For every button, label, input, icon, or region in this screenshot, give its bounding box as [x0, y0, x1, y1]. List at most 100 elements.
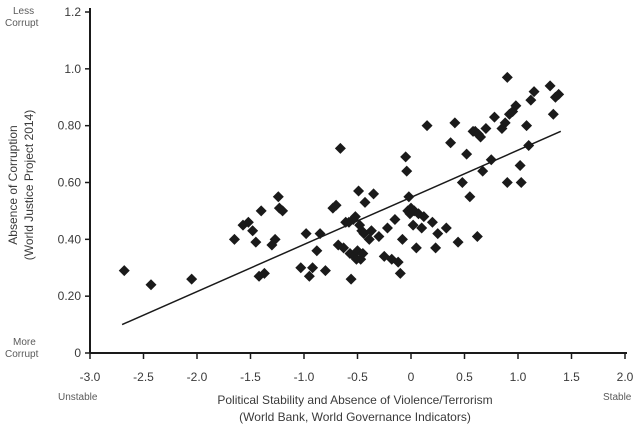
data-point	[544, 80, 556, 92]
data-point	[357, 248, 369, 260]
y-tick-label: 1.2	[64, 5, 81, 19]
data-point	[269, 233, 281, 245]
data-point	[373, 230, 385, 242]
data-point	[480, 123, 492, 135]
data-point	[475, 131, 487, 143]
data-point	[228, 233, 240, 245]
data-point	[400, 151, 412, 163]
data-point	[410, 242, 422, 254]
data-point	[553, 88, 565, 100]
y-tick-label: 0.20	[58, 289, 82, 303]
data-point	[396, 233, 408, 245]
y-tick-label: 0.60	[58, 176, 82, 190]
data-point	[416, 222, 428, 234]
data-point	[499, 117, 511, 129]
y-tick-label: 1.0	[64, 62, 81, 76]
data-point	[359, 196, 371, 208]
data-point	[392, 256, 404, 268]
data-point	[145, 279, 157, 291]
data-point	[407, 219, 419, 231]
data-point	[547, 108, 559, 120]
x-left-annotation: Unstable	[58, 392, 98, 403]
x-tick-label: -3.0	[80, 370, 101, 384]
y-top-annotation-line1: Less	[13, 6, 34, 17]
axes	[89, 8, 627, 354]
data-point	[118, 265, 130, 277]
data-point	[330, 199, 342, 211]
y-axis-title-line2: (World Justice Project 2014)	[22, 110, 36, 261]
y-axis-title-line1: Absence of Corruption	[6, 125, 20, 244]
data-point	[186, 273, 198, 285]
x-axis-title-line1: Political Stability and Absence of Viole…	[217, 393, 492, 407]
x-tick-label: -1.0	[294, 370, 315, 384]
data-point	[338, 242, 350, 254]
data-point	[523, 140, 535, 152]
data-point	[515, 177, 527, 188]
data-point	[300, 228, 312, 240]
x-tick-label: 1.5	[563, 370, 580, 384]
data-point	[403, 191, 415, 203]
y-bottom-annotation-line1: More	[13, 337, 36, 348]
x-axis-ticks: -3.0 -2.5 -2.0 -1.5 -1.0 -0.5 0 0.5 1.0 1.5 2.0	[80, 353, 634, 384]
data-point	[303, 270, 315, 282]
data-point	[514, 159, 526, 171]
trendline	[121, 130, 562, 326]
x-tick-label: 0.5	[456, 370, 473, 384]
data-point	[525, 94, 537, 106]
x-tick-label: 0	[408, 370, 415, 384]
x-tick-label: 2.0	[617, 370, 634, 384]
data-point	[430, 242, 442, 254]
data-point	[255, 205, 267, 217]
data-point	[488, 111, 500, 123]
data-point	[421, 120, 433, 132]
x-tick-label: -2.0	[187, 370, 208, 384]
data-point	[452, 236, 464, 248]
data-point	[311, 245, 323, 257]
data-point	[449, 117, 461, 129]
x-tick-label: -1.5	[240, 370, 261, 384]
data-point	[307, 262, 319, 274]
data-point	[319, 265, 331, 277]
data-point	[314, 228, 326, 240]
data-point	[394, 267, 406, 279]
data-point	[432, 228, 444, 240]
data-point	[277, 205, 289, 217]
data-point	[456, 177, 468, 188]
data-point	[426, 216, 438, 228]
data-point	[250, 236, 262, 248]
x-tick-label: -2.5	[133, 370, 154, 384]
trendline-group	[121, 130, 562, 326]
data-point	[510, 100, 522, 112]
x-axis-title-line2: (World Bank, World Governance Indicators…	[239, 410, 471, 424]
data-point	[258, 267, 270, 279]
x-tick-label: 1.0	[510, 370, 527, 384]
y-bottom-annotation-line2: Corrupt	[5, 349, 39, 360]
data-point	[440, 222, 452, 234]
y-tick-label: 0.40	[58, 232, 82, 246]
data-point	[352, 245, 363, 257]
data-point	[345, 273, 357, 285]
data-point	[389, 213, 401, 225]
data-point	[445, 137, 457, 149]
data-point	[381, 222, 393, 234]
data-point	[365, 225, 377, 237]
y-top-annotation-line2: Corrupt	[5, 18, 39, 29]
data-point	[295, 262, 307, 274]
data-point	[501, 177, 513, 188]
data-point	[368, 188, 380, 200]
data-point	[521, 120, 533, 132]
data-point	[461, 148, 473, 160]
data-point	[471, 230, 483, 242]
data-points	[118, 71, 565, 291]
data-point	[353, 185, 365, 197]
data-point	[401, 165, 413, 177]
y-tick-label: 0	[74, 346, 81, 360]
data-point	[464, 191, 476, 203]
data-point	[477, 165, 489, 177]
y-axis-ticks: 0 0.20 0.40 0.60 0.80 1.0 1.2	[58, 5, 90, 360]
data-point	[501, 71, 513, 83]
data-point	[485, 154, 497, 166]
data-point	[528, 86, 540, 98]
data-point	[334, 142, 346, 154]
